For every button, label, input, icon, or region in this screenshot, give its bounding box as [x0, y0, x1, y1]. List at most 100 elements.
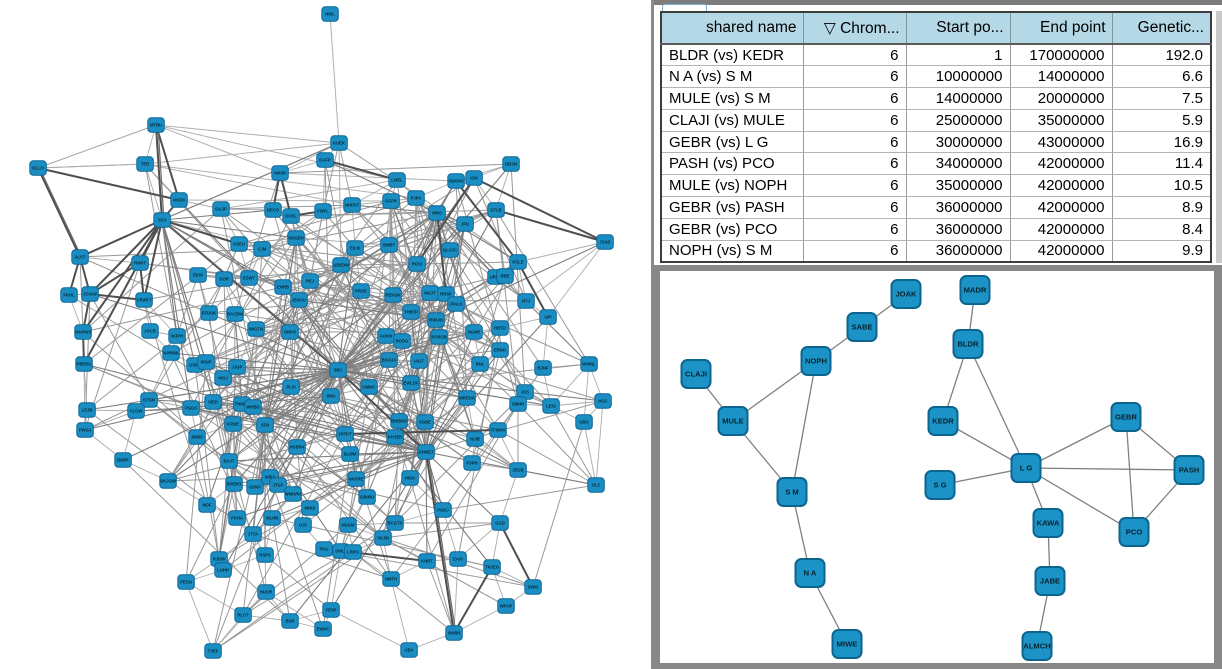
svg-text:GTLB: GTLB	[490, 208, 501, 213]
svg-text:JOAK: JOAK	[895, 290, 917, 299]
svg-text:EKW: EKW	[193, 273, 203, 278]
svg-text:SWKI: SWKI	[528, 585, 539, 590]
svg-text:NGNR: NGNR	[468, 330, 480, 335]
svg-text:LUHH: LUHH	[217, 568, 229, 573]
svg-text:PCROB: PCROB	[431, 335, 446, 340]
svg-text:DBJM: DBJM	[505, 162, 517, 167]
svg-text:NJIB: NJIB	[470, 437, 480, 442]
svg-text:HISJ: HISJ	[218, 376, 228, 381]
svg-text:HUCR: HUCR	[260, 590, 272, 595]
svg-text:JJGP: JJGP	[232, 365, 243, 370]
svg-text:WJPH: WJPH	[171, 334, 183, 339]
svg-text:URMR: URMR	[490, 275, 503, 280]
svg-text:SSJ: SSJ	[158, 218, 167, 223]
svg-text:BAJT: BAJT	[224, 459, 235, 464]
svg-text:JPU: JPU	[461, 222, 469, 227]
svg-text:PEOU: PEOU	[180, 580, 192, 585]
svg-text:MTBU: MTBU	[150, 123, 162, 128]
svg-text:KSLE: KSLE	[512, 260, 523, 265]
svg-text:HUGM: HUGM	[342, 523, 355, 528]
svg-text:UPI: UPI	[545, 315, 552, 320]
svg-text:MADR: MADR	[964, 286, 987, 295]
svg-text:JCIGW: JCIGW	[83, 292, 97, 297]
svg-text:PGKJ: PGKJ	[437, 508, 449, 513]
svg-text:OCKL: OCKL	[285, 214, 297, 219]
svg-text:KPRMK: KPRMK	[163, 351, 178, 356]
svg-text:PGGS: PGGS	[185, 406, 197, 411]
svg-text:PJPA: PJPA	[411, 196, 422, 201]
svg-text:JTTA: JTTA	[248, 532, 258, 537]
svg-text:GDKF: GDKF	[249, 485, 261, 490]
svg-text:GLSJC: GLSJC	[443, 248, 457, 253]
svg-text:OSKS: OSKS	[189, 363, 201, 368]
svg-text:DAFP: DAFP	[319, 158, 331, 163]
svg-text:SDKHO: SDKHO	[448, 179, 464, 184]
svg-text:BMBT: BMBT	[383, 243, 396, 248]
svg-text:KEDR: KEDR	[932, 417, 954, 426]
svg-text:KPDE: KPDE	[227, 422, 239, 427]
svg-text:PLSI: PLSI	[286, 385, 295, 390]
svg-text:UBO: UBO	[579, 420, 589, 425]
svg-text:TER: TER	[141, 162, 149, 167]
svg-text:BBE: BBE	[501, 274, 510, 279]
svg-text:IOH: IOH	[470, 176, 477, 181]
svg-text:ESWT: ESWT	[243, 276, 256, 281]
svg-text:SFN: SFN	[261, 423, 269, 428]
svg-text:PKHA: PKHA	[231, 516, 243, 521]
svg-text:LRPO: LRPO	[347, 550, 359, 555]
svg-text:OMMC: OMMC	[362, 385, 375, 390]
svg-text:BNL: BNL	[476, 362, 485, 367]
svg-text:EAIS: EAIS	[453, 557, 463, 562]
svg-text:LEJB: LEJB	[82, 408, 93, 413]
svg-text:MRO: MRO	[432, 211, 443, 216]
svg-text:REJ: REJ	[306, 279, 315, 284]
svg-text:AOKN: AOKN	[380, 334, 392, 339]
svg-text:S G: S G	[933, 481, 946, 490]
svg-text:OJF: OJF	[299, 523, 308, 528]
svg-text:NHFKT: NHFKT	[345, 203, 360, 208]
svg-text:MDF: MDF	[202, 503, 212, 508]
svg-text:GBIMU: GBIMU	[360, 495, 374, 500]
svg-text:WHBD: WHBD	[246, 405, 259, 410]
svg-text:PBERG: PBERG	[77, 362, 92, 367]
svg-text:KNNEJ: KNNEJ	[419, 450, 434, 455]
svg-text:ROSI: ROSI	[412, 262, 422, 267]
svg-text:WPOF: WPOF	[500, 604, 513, 609]
svg-text:GFPR: GFPR	[385, 199, 397, 204]
svg-text:L G: L G	[1020, 464, 1033, 473]
svg-text:ENRB: ENRB	[277, 285, 289, 290]
svg-text:BHBMO: BHBMO	[391, 419, 408, 424]
svg-text:WLHB: WLHB	[266, 516, 279, 521]
svg-text:EWHC: EWHC	[317, 627, 330, 632]
svg-text:TFWNS: TFWNS	[491, 428, 506, 433]
svg-text:JOS: JOS	[521, 390, 530, 395]
svg-text:SGBE: SGBE	[419, 420, 431, 425]
svg-text:GUJP: GUJP	[215, 207, 227, 212]
svg-text:KAWA: KAWA	[1037, 519, 1060, 528]
svg-text:JSAD: JSAD	[599, 240, 610, 245]
svg-text:BSR: BSR	[286, 619, 295, 624]
svg-text:NSPS: NSPS	[259, 553, 271, 558]
svg-text:ONPO: ONPO	[284, 330, 297, 335]
svg-text:WAPWS: WAPWS	[75, 330, 91, 335]
svg-text:WMNRK: WMNRK	[285, 492, 302, 497]
svg-text:HWL: HWL	[325, 12, 335, 17]
svg-text:EWLDF: EWLDF	[404, 381, 419, 386]
svg-text:IEWJU: IEWJU	[292, 298, 305, 303]
svg-text:PASH: PASH	[1179, 466, 1200, 475]
svg-text:MHOI: MHOI	[305, 506, 316, 511]
svg-text:TNJEG: TNJEG	[485, 565, 499, 570]
svg-text:KNBT: KNBT	[421, 559, 433, 564]
svg-text:PWGJ: PWGJ	[79, 428, 92, 433]
svg-text:DECO: DECO	[267, 208, 280, 213]
svg-text:N A: N A	[804, 569, 817, 578]
svg-text:SMHH: SMHH	[512, 402, 524, 407]
svg-text:DTSM: DTSM	[143, 398, 155, 403]
svg-text:THBTP: THBTP	[404, 310, 418, 315]
svg-text:SWBR: SWBR	[448, 631, 461, 636]
svg-text:GGD: GGD	[495, 521, 505, 526]
svg-text:GEBR: GEBR	[1115, 413, 1137, 422]
svg-text:FSPH: FSPH	[466, 461, 477, 466]
svg-text:OSEU: OSEU	[233, 242, 245, 247]
svg-text:HBTD: HBTD	[494, 326, 506, 331]
